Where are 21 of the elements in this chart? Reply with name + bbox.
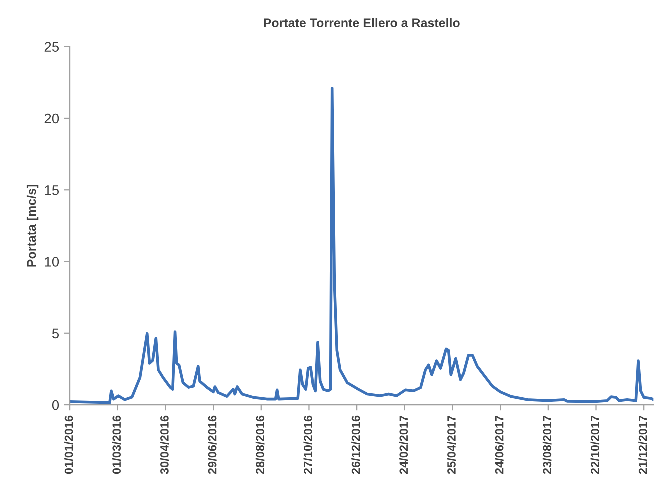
y-tick-label: 5 (52, 328, 60, 339)
x-tick-label: 22/10/2017 (590, 416, 600, 474)
y-tick-label: 20 (44, 114, 60, 124)
x-tick-label: 01/01/2016 (64, 416, 74, 474)
x-tick-label: 23/08/2017 (542, 416, 552, 474)
x-tick-label: 01/03/2016 (112, 416, 122, 474)
x-tick-label: 26/12/2016 (352, 416, 360, 474)
y-tick-label: 0 (52, 400, 60, 410)
y-tick-label: 10 (45, 257, 60, 267)
x-tick-label: 24/02/2017 (399, 416, 408, 474)
x-tick-label: 24/06/2017 (495, 416, 504, 474)
x-tick-label: 28/08/2016 (256, 416, 265, 474)
y-tick-label: 25 (44, 42, 60, 52)
x-tick-label: 29/06/2016 (208, 416, 217, 474)
chart-title: Portate Torrente Ellero a Rastello (264, 18, 460, 28)
y-axis-title: Portata [mc/s] (26, 184, 39, 267)
x-tick-label: 27/10/2016 (304, 416, 313, 474)
x-tick-label: 21/12/2017 (638, 416, 648, 474)
x-tick-label: 30/04/2016 (160, 416, 169, 474)
y-tick-label: 15 (45, 186, 60, 196)
x-tick-label: 25/04/2017 (447, 416, 456, 474)
